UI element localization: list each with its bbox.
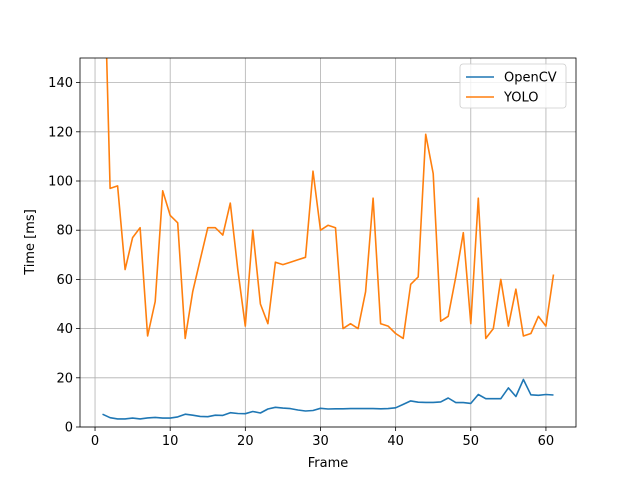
- x-tick-label: 30: [312, 434, 329, 449]
- x-tick-label: 10: [162, 434, 179, 449]
- series-line-opencv: [102, 378, 554, 420]
- x-tick-label: 50: [463, 434, 480, 449]
- x-tick-label: 40: [387, 434, 404, 449]
- y-tick-label: 60: [56, 273, 73, 288]
- legend: OpenCV YOLO: [459, 63, 567, 109]
- tick-marks: [76, 82, 547, 431]
- x-tick-label: 60: [538, 434, 555, 449]
- y-axis-label: Time [ms]: [23, 209, 38, 276]
- plot-frame: [79, 57, 577, 428]
- y-tick-label: 100: [48, 175, 73, 190]
- x-tick-label: 0: [91, 434, 99, 449]
- y-tick-label: 140: [48, 76, 73, 91]
- y-tick-label: 80: [56, 224, 73, 239]
- legend-label-yolo: YOLO: [503, 91, 538, 106]
- y-tick-label: 0: [65, 421, 73, 436]
- y-tick-label: 40: [56, 322, 73, 337]
- grid: [80, 58, 576, 428]
- x-tick-label: 20: [237, 434, 254, 449]
- x-axis-label: Frame: [308, 456, 349, 471]
- y-tick-label: 20: [56, 371, 73, 386]
- tick-labels: 0 10 20 30 40 50 60 0 20 40 60 80 100 120 140: [48, 76, 554, 449]
- y-tick-label: 120: [48, 125, 73, 140]
- series-line-yolo: [105, 58, 555, 340]
- series-lines: [102, 58, 555, 420]
- legend-label-opencv: OpenCV: [504, 71, 557, 86]
